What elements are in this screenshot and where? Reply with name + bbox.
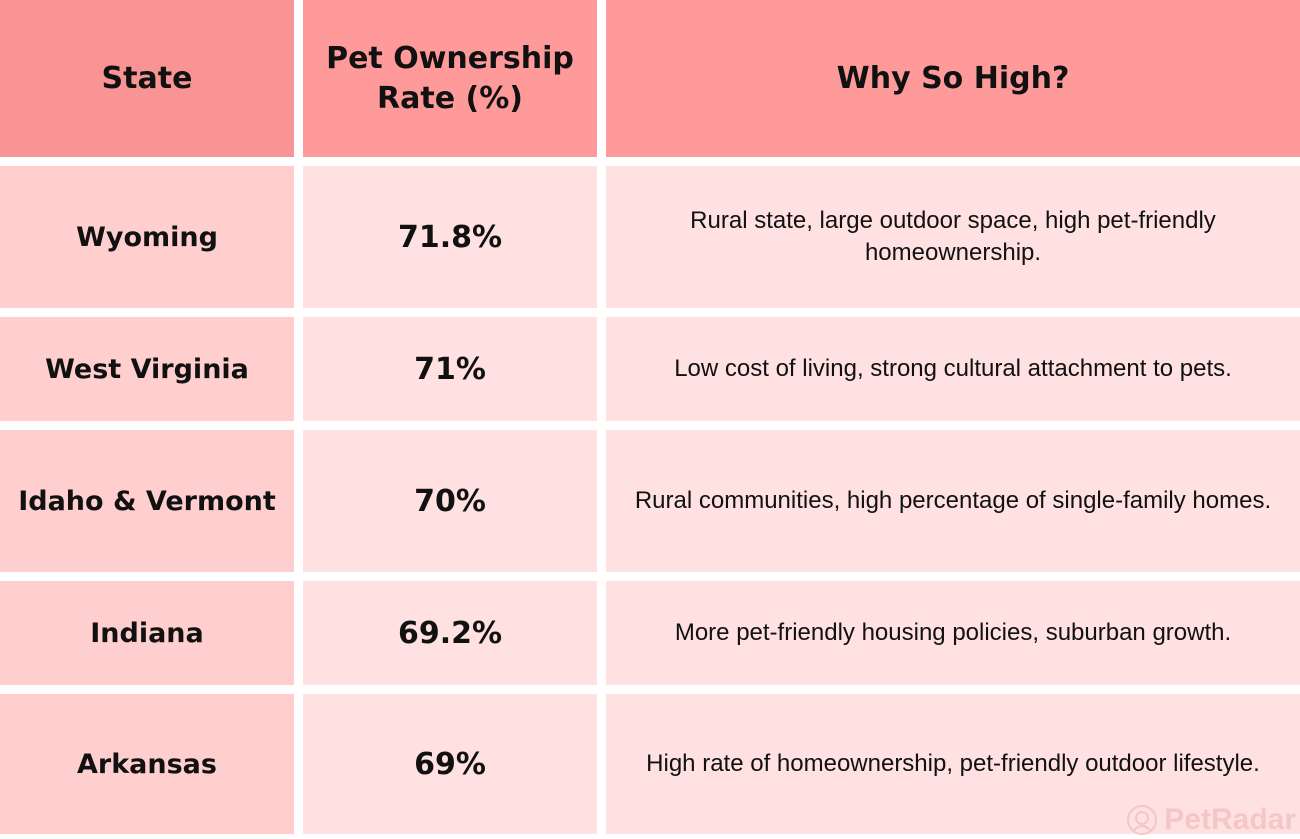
state-cell: West Virginia [0, 317, 294, 421]
header-state: State [0, 0, 294, 157]
rate-cell: 69.2% [303, 581, 597, 685]
header-rate: Pet Ownership Rate (%) [303, 0, 597, 157]
rate-cell: 69% [303, 694, 597, 834]
reason-cell: Rural communities, high percentage of si… [606, 430, 1300, 572]
state-cell: Wyoming [0, 166, 294, 308]
petradar-watermark: PetRadar [1126, 803, 1296, 837]
state-cell: Indiana [0, 581, 294, 685]
rate-cell: 70% [303, 430, 597, 572]
header-reason: Why So High? [606, 0, 1300, 157]
rate-cell: 71.8% [303, 166, 597, 308]
reason-cell: More pet-friendly housing policies, subu… [606, 581, 1300, 685]
pet-logo-icon [1127, 805, 1158, 835]
rate-cell: 71% [303, 317, 597, 421]
state-cell: Idaho & Vermont [0, 430, 294, 572]
state-cell: Arkansas [0, 694, 294, 834]
watermark-text: PetRadar [1164, 803, 1296, 836]
reason-cell: Low cost of living, strong cultural atta… [606, 317, 1300, 421]
reason-cell: Rural state, large outdoor space, high p… [606, 166, 1300, 308]
reason-cell: High rate of homeownership, pet-friendly… [606, 694, 1300, 834]
